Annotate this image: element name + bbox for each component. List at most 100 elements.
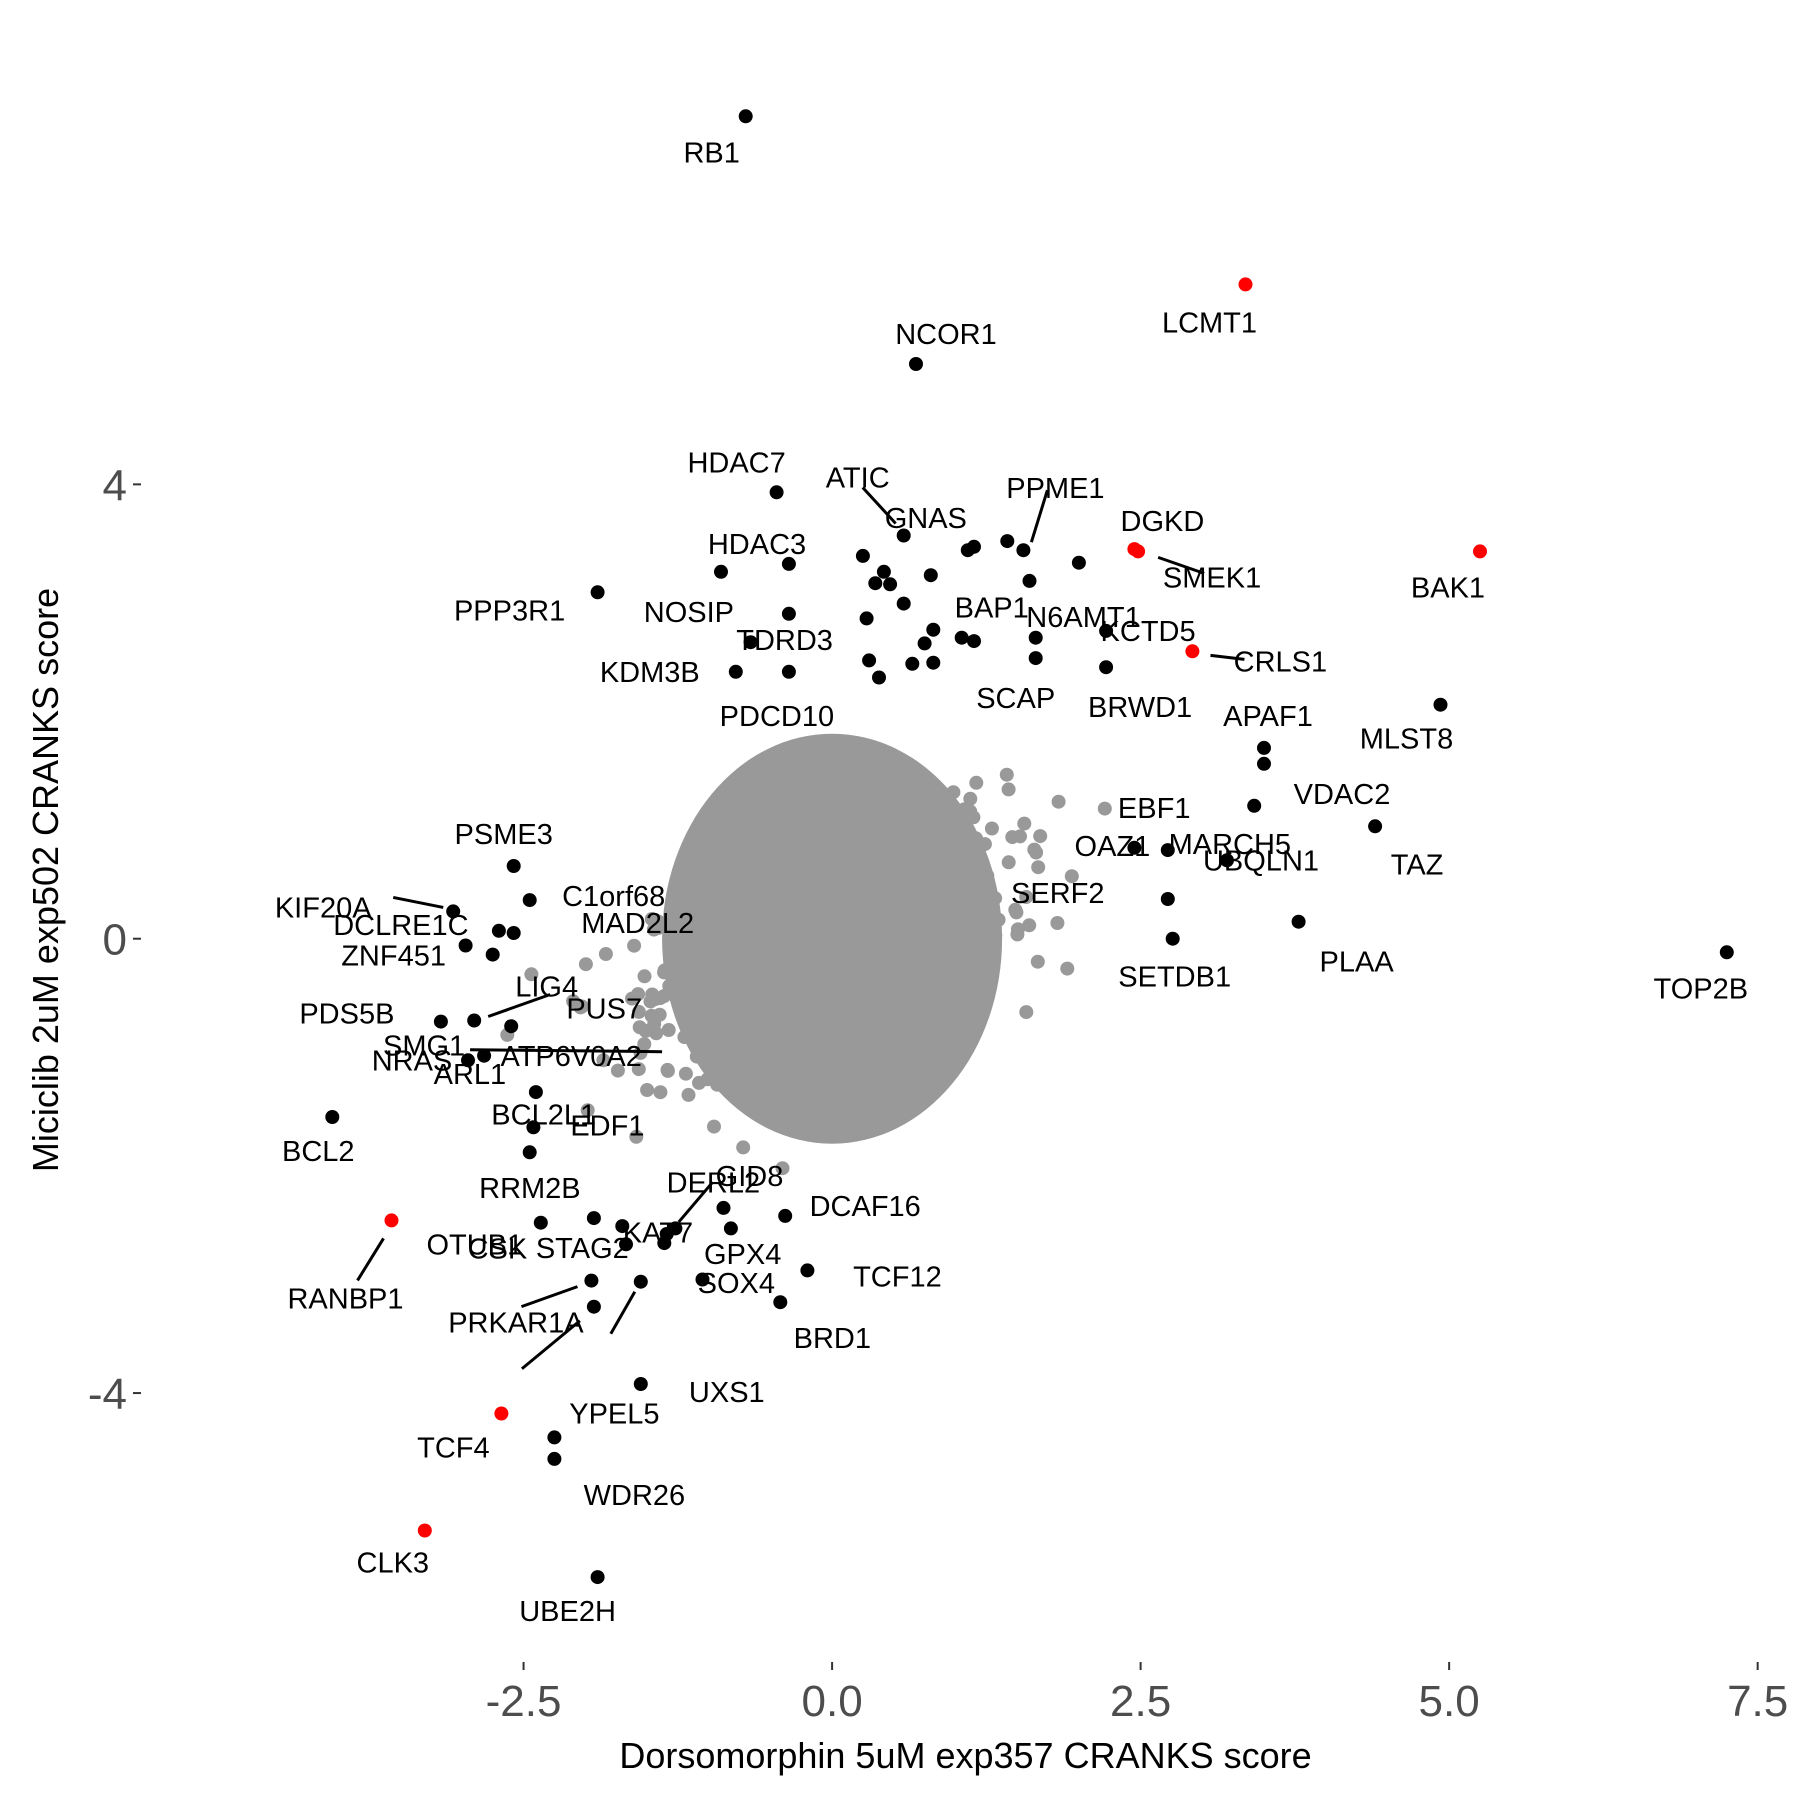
point-tcf4 [494,1406,509,1421]
y-tick-label: 0 [103,916,127,965]
background-point [645,987,660,1002]
background-point [1017,816,1032,831]
point-label: EBF1 [1118,793,1191,825]
point-label: ATIC [826,463,890,495]
point-label: SMG1 [383,1031,465,1063]
point-label: BCL2L1 [491,1099,596,1131]
point-label: KDM3B [600,657,700,689]
point-kdm3b [728,664,743,679]
background-point [736,1140,751,1155]
point-label: TAZ [1391,849,1444,881]
point-bcl2 [325,1110,340,1124]
point-atp6v0a2 [504,1019,519,1034]
point-tcf12 [800,1263,815,1278]
point-atic [896,528,911,543]
background-point-core [662,733,1003,1144]
background-point [1019,890,1034,904]
background-point [524,967,539,982]
point-unlabeled [781,556,796,571]
point-label: NRAS [372,1045,453,1077]
point-label: MLST8 [1360,724,1453,756]
leader-line [1029,489,1049,543]
point-label: DCLRE1C [333,910,468,942]
point-pds5b [433,1014,448,1029]
point-label: BCL2 [282,1136,355,1168]
background-point [1001,855,1016,870]
point-unlabeled [923,568,938,583]
point-rb1 [738,109,753,124]
point-n6amt1 [1022,573,1037,588]
point-label: LIG4 [515,972,578,1004]
background-point [651,921,666,935]
background-point [1033,829,1048,844]
point-scap [1028,651,1043,666]
point-unlabeled [883,577,898,592]
background-point [692,1075,706,1090]
background-point [984,821,999,836]
point-ncor1 [909,357,923,371]
point-label: RB1 [683,137,739,169]
background-point [707,1119,721,1134]
point-edf1 [526,1120,541,1135]
axes: -2.5 0.0 2.5 5.0 7.5 4 0 -4 [88,461,1788,1726]
point-smg1 [477,1048,492,1063]
point-top2b [1719,945,1734,960]
point-label: N6AMT1 [1026,602,1140,634]
point-csk [584,1273,599,1288]
point-dclre1c [491,923,506,938]
point-unlabeled [1028,630,1043,645]
point-label: BAK1 [1411,572,1485,604]
point-label: KAT7 [623,1217,693,1249]
point-label: PUS7 [566,994,642,1026]
background-point [1064,869,1079,884]
point-label: TCF4 [417,1433,490,1465]
point-label: UBQLN1 [1203,845,1319,877]
point-ypel5 [547,1430,562,1445]
background-point [1030,954,1045,969]
point-label: KIF20A [275,892,372,924]
point-ube2h [590,1570,605,1585]
point-label: GID8 [716,1161,784,1193]
point-unlabeled [926,655,941,670]
point-label: BRD1 [794,1323,871,1355]
point-label: SMEK1 [1163,562,1261,594]
background-point [1051,794,1066,809]
point-label: PLAA [1320,947,1395,979]
point-crls1 [1185,644,1200,659]
point-unlabeled [872,670,886,685]
point-ppp3r1 [590,585,605,600]
point-bak1 [1473,544,1487,559]
leader-line [677,1181,714,1224]
point-label: TDRD3 [736,625,833,657]
point-unlabeled [862,653,877,668]
point-brwd1 [1099,660,1114,675]
point-brd1 [773,1295,788,1310]
point-label: GNAS [885,503,967,535]
background-point [969,775,984,790]
background-point [578,957,593,972]
background-point [1010,927,1025,942]
point-unlabeled [967,539,981,554]
point-label: YPEL5 [569,1398,659,1430]
leader-line [470,1048,663,1054]
background-point [566,994,581,1009]
point-label: SETDB1 [1118,962,1231,994]
point-kat7b [633,1274,648,1289]
point-unlabeled [876,564,891,579]
point-label: SERF2 [1011,878,1104,910]
point-ebf1 [1247,798,1262,813]
point-plaa [1291,914,1306,929]
point-otub1 [533,1215,548,1230]
point-label: GPX4 [704,1239,781,1271]
background-point [631,987,646,1002]
x-tick-label: 7.5 [1727,1677,1788,1726]
point-apaf1 [1257,740,1271,755]
point-label: TOP2B [1654,973,1749,1005]
point-label: HDAC3 [708,529,806,561]
point-label: NCOR1 [895,319,997,351]
point-stag2 [615,1219,630,1234]
point-bcl2l1 [522,1145,537,1160]
point-label: RANBP1 [287,1283,403,1315]
background-point [653,1085,668,1100]
point-label: STAG2 [536,1233,629,1265]
